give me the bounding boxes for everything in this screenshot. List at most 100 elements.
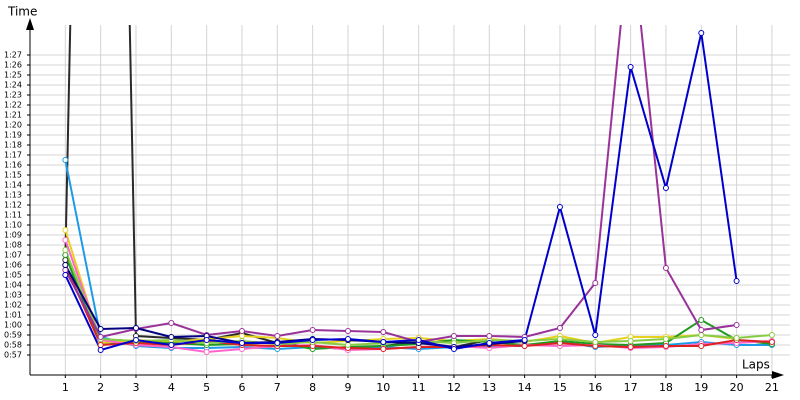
x-tick-label: 20 bbox=[730, 381, 744, 394]
y-tick-label: 1:06 bbox=[4, 261, 22, 270]
y-tick-label: 1:23 bbox=[4, 91, 22, 100]
y-tick-label: 1:18 bbox=[4, 141, 22, 150]
point bbox=[274, 333, 281, 339]
x-tick-label: 16 bbox=[588, 381, 602, 394]
y-tick-label: 1:27 bbox=[4, 51, 22, 60]
grid bbox=[30, 25, 790, 375]
y-tick-label: 0:59 bbox=[4, 331, 22, 340]
point bbox=[733, 278, 740, 284]
point bbox=[662, 265, 669, 271]
x-tick-label: 10 bbox=[376, 381, 390, 394]
point bbox=[62, 257, 69, 263]
y-tick-label: 1:14 bbox=[4, 181, 22, 190]
point bbox=[380, 346, 387, 352]
y-arrow bbox=[26, 18, 34, 30]
point bbox=[733, 322, 740, 328]
point bbox=[238, 340, 245, 346]
point bbox=[698, 317, 705, 323]
x-arrow bbox=[772, 371, 784, 379]
x-tick-label: 11 bbox=[412, 381, 426, 394]
x-tick-label: 15 bbox=[553, 381, 567, 394]
point bbox=[627, 344, 634, 350]
point bbox=[62, 267, 69, 273]
point bbox=[309, 327, 316, 333]
point bbox=[627, 338, 634, 344]
y-tick-label: 1:25 bbox=[4, 71, 22, 80]
point bbox=[698, 343, 705, 349]
point bbox=[380, 329, 387, 335]
x-tick-label: 13 bbox=[482, 381, 496, 394]
y-tick-label: 1:17 bbox=[4, 151, 22, 160]
point bbox=[592, 280, 599, 286]
x-tick-label: 6 bbox=[238, 381, 245, 394]
point bbox=[97, 334, 104, 340]
x-tick-label: 3 bbox=[132, 381, 139, 394]
point bbox=[415, 337, 422, 343]
x-tick-label: 7 bbox=[274, 381, 281, 394]
point bbox=[592, 339, 599, 345]
point bbox=[97, 326, 104, 332]
point bbox=[344, 328, 351, 334]
point bbox=[380, 339, 387, 345]
y-tick-label: 1:15 bbox=[4, 171, 22, 180]
point bbox=[62, 157, 69, 163]
point bbox=[97, 347, 104, 353]
y-tick-label: 1:13 bbox=[4, 191, 22, 200]
x-tick-label: 8 bbox=[309, 381, 316, 394]
y-tick-label: 1:21 bbox=[4, 111, 22, 120]
point bbox=[662, 336, 669, 342]
x-tick-label: 21 bbox=[765, 381, 779, 394]
y-tick-label: 1:12 bbox=[4, 201, 22, 210]
y-tick-label: 1:11 bbox=[4, 211, 22, 220]
point bbox=[486, 340, 493, 346]
y-tick-label: 1:08 bbox=[4, 241, 22, 250]
point bbox=[62, 247, 69, 253]
y-tick-label: 1:03 bbox=[4, 291, 22, 300]
point bbox=[733, 335, 740, 341]
y-tick-label: 1:04 bbox=[4, 281, 22, 290]
y-tick-label: 1:22 bbox=[4, 101, 22, 110]
point bbox=[450, 346, 457, 352]
point bbox=[556, 336, 563, 342]
x-tick-label: 1 bbox=[62, 381, 69, 394]
point bbox=[521, 343, 528, 349]
x-tick-label: 4 bbox=[168, 381, 175, 394]
y-tick-label: 1:20 bbox=[4, 121, 22, 130]
x-tick-label: 2 bbox=[97, 381, 104, 394]
point bbox=[274, 340, 281, 346]
plot-area bbox=[62, 25, 775, 355]
point bbox=[168, 334, 175, 340]
x-tick-label: 17 bbox=[624, 381, 638, 394]
y-axis-label: Time bbox=[7, 5, 37, 19]
x-tick-label: 19 bbox=[694, 381, 708, 394]
point bbox=[168, 320, 175, 326]
x-tick-label: 14 bbox=[518, 381, 532, 394]
point bbox=[97, 342, 104, 348]
y-tick-label: 1:19 bbox=[4, 131, 22, 140]
point bbox=[698, 332, 705, 338]
series-line bbox=[64, 32, 738, 352]
point bbox=[768, 339, 775, 345]
y-tick-label: 1:00 bbox=[4, 321, 22, 330]
point bbox=[344, 336, 351, 342]
y-tick-label: 0:58 bbox=[4, 341, 22, 350]
point bbox=[62, 252, 69, 258]
point bbox=[521, 337, 528, 343]
point bbox=[450, 333, 457, 339]
y-tick-label: 1:05 bbox=[4, 271, 22, 280]
x-tick-label: 9 bbox=[344, 381, 351, 394]
y-tick-label: 1:26 bbox=[4, 61, 22, 70]
x-axis-label: Laps bbox=[742, 358, 770, 372]
y-tick-label: 0:57 bbox=[4, 351, 22, 360]
point bbox=[62, 237, 69, 243]
point bbox=[203, 349, 210, 355]
point bbox=[486, 333, 493, 339]
y-tick-label: 1:10 bbox=[4, 221, 22, 230]
series-line bbox=[64, 229, 737, 345]
point bbox=[168, 342, 175, 348]
point bbox=[62, 262, 69, 268]
y-tick-label: 1:01 bbox=[4, 311, 22, 320]
point bbox=[203, 337, 210, 343]
point bbox=[132, 325, 139, 331]
